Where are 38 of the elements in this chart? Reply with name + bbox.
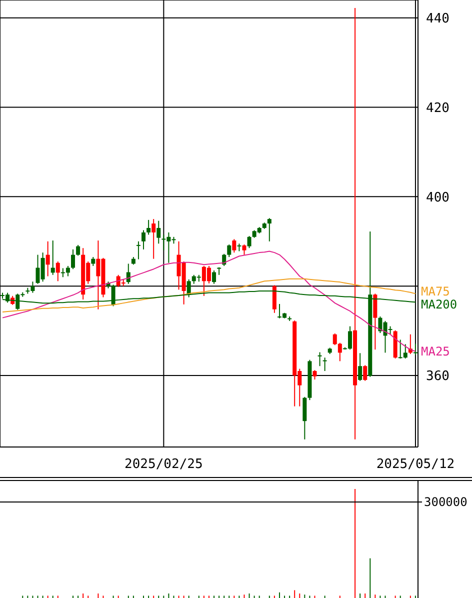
x-tick-label: 2025/02/25 bbox=[124, 457, 203, 472]
candlestick bbox=[363, 364, 368, 382]
candlestick bbox=[152, 218, 156, 260]
candlestick bbox=[71, 248, 76, 270]
candlestick bbox=[46, 240, 50, 277]
candlestick bbox=[76, 244, 80, 256]
candlestick bbox=[302, 396, 307, 440]
candlestick bbox=[227, 244, 232, 258]
candlestick bbox=[50, 240, 55, 276]
candlestick bbox=[267, 218, 272, 242]
candlestick bbox=[272, 284, 276, 314]
candlestick bbox=[318, 352, 322, 367]
candlestick bbox=[373, 293, 378, 350]
line-series bbox=[2, 278, 416, 313]
candlestick bbox=[232, 238, 236, 254]
series-label: MA25 bbox=[421, 344, 450, 358]
text: 300000 bbox=[424, 495, 468, 509]
candlestick bbox=[142, 230, 146, 250]
candlestick bbox=[56, 260, 60, 282]
series-label: MA200 bbox=[421, 297, 458, 312]
candlestick bbox=[358, 352, 362, 382]
y-tick-label: 420 bbox=[426, 100, 450, 116]
candlestick bbox=[136, 240, 140, 260]
candlestick bbox=[322, 357, 327, 372]
y-tick-label: 360 bbox=[426, 369, 450, 384]
x-tick-label: 2025/05/12 bbox=[376, 457, 455, 472]
y-tick-label: 440 bbox=[426, 11, 450, 26]
candlestick bbox=[242, 244, 246, 256]
line-series bbox=[2, 250, 416, 352]
candlestick bbox=[156, 220, 161, 244]
candlestick bbox=[247, 236, 252, 249]
y-tick-label: 400 bbox=[426, 190, 450, 206]
candlestick bbox=[126, 263, 130, 284]
candlestick bbox=[212, 270, 216, 284]
candlestick bbox=[312, 370, 317, 380]
candlestick bbox=[413, 343, 418, 356]
candlestick bbox=[146, 219, 151, 236]
series-label: MA75 bbox=[421, 284, 450, 298]
